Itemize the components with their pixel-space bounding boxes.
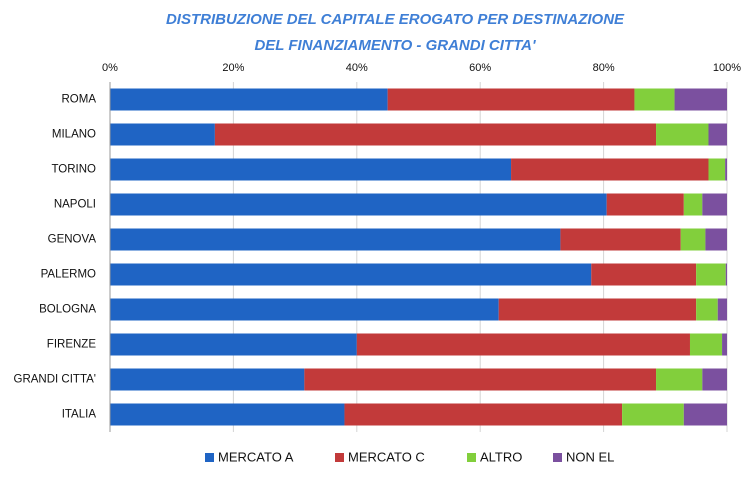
y-tick-label: BOLOGNA xyxy=(39,304,96,316)
bar-segment xyxy=(696,298,718,321)
bar-segment xyxy=(304,368,657,391)
bar-segment xyxy=(708,123,727,146)
y-tick-label: NAPOLI xyxy=(54,199,96,211)
bar-segment xyxy=(214,123,657,146)
bar-segment xyxy=(110,263,592,286)
bar-segment xyxy=(705,228,727,251)
legend-label: ALTRO xyxy=(480,449,522,464)
bar-segment xyxy=(110,228,561,251)
bar-segment xyxy=(689,333,723,356)
bar-segment xyxy=(680,228,706,251)
y-tick-label: GRANDI CITTA' xyxy=(14,374,96,386)
bar-segment xyxy=(511,158,709,181)
x-tick-label: 40% xyxy=(346,62,368,74)
x-tick-label: 80% xyxy=(593,62,615,74)
bar-segment xyxy=(725,263,727,286)
bar-segment xyxy=(717,298,727,321)
y-tick-label: PALERMO xyxy=(41,269,96,281)
chart-title: DISTRIBUZIONE DEL CAPITALE EROGATO PER D… xyxy=(166,11,625,28)
bar-segment xyxy=(656,368,703,391)
bar-segment xyxy=(110,193,607,216)
bar-segment xyxy=(722,333,727,356)
bar-segment xyxy=(696,263,726,286)
bar-segment xyxy=(683,193,703,216)
bar-segment xyxy=(110,123,215,146)
x-tick-label: 20% xyxy=(222,62,244,74)
bar-segment xyxy=(110,298,499,321)
bar-segment xyxy=(634,88,675,111)
y-tick-label: ITALIA xyxy=(62,409,97,421)
bar-segment xyxy=(387,88,635,111)
bar-segment xyxy=(110,158,512,181)
bar-segment xyxy=(560,228,681,251)
bar-segment xyxy=(110,88,388,111)
legend-swatch xyxy=(335,453,344,462)
bar-segment xyxy=(702,193,727,216)
bar-segment xyxy=(344,403,623,426)
legend-label: MERCATO C xyxy=(348,449,425,464)
legend-swatch xyxy=(205,453,214,462)
bar-segment xyxy=(110,403,345,426)
y-tick-label: GENOVA xyxy=(48,234,97,246)
x-tick-label: 0% xyxy=(102,62,118,74)
y-tick-label: ROMA xyxy=(62,94,97,106)
bar-segment xyxy=(110,368,305,391)
bar-segment xyxy=(591,263,697,286)
bar-segment xyxy=(674,88,727,111)
legend-swatch xyxy=(467,453,476,462)
bar-segment xyxy=(356,333,690,356)
y-tick-label: MILANO xyxy=(52,129,96,141)
legend-label: NON EL xyxy=(566,449,614,464)
bar-segment xyxy=(110,333,357,356)
bar-segment xyxy=(498,298,697,321)
bar-segment xyxy=(606,193,684,216)
bar-segment xyxy=(708,158,726,181)
x-tick-label: 100% xyxy=(713,62,741,74)
legend-swatch xyxy=(553,453,562,462)
chart-title: DEL FINANZIAMENTO - GRANDI CITTA' xyxy=(254,37,535,54)
y-tick-label: TORINO xyxy=(51,164,96,176)
bar-segment xyxy=(622,403,684,426)
x-tick-label: 60% xyxy=(469,62,491,74)
bar-segment xyxy=(683,403,727,426)
bar-segment xyxy=(656,123,709,146)
y-tick-label: FIRENZE xyxy=(47,339,97,351)
bar-segment xyxy=(702,368,727,391)
legend-label: MERCATO A xyxy=(218,449,294,464)
bar-segment xyxy=(725,158,727,181)
